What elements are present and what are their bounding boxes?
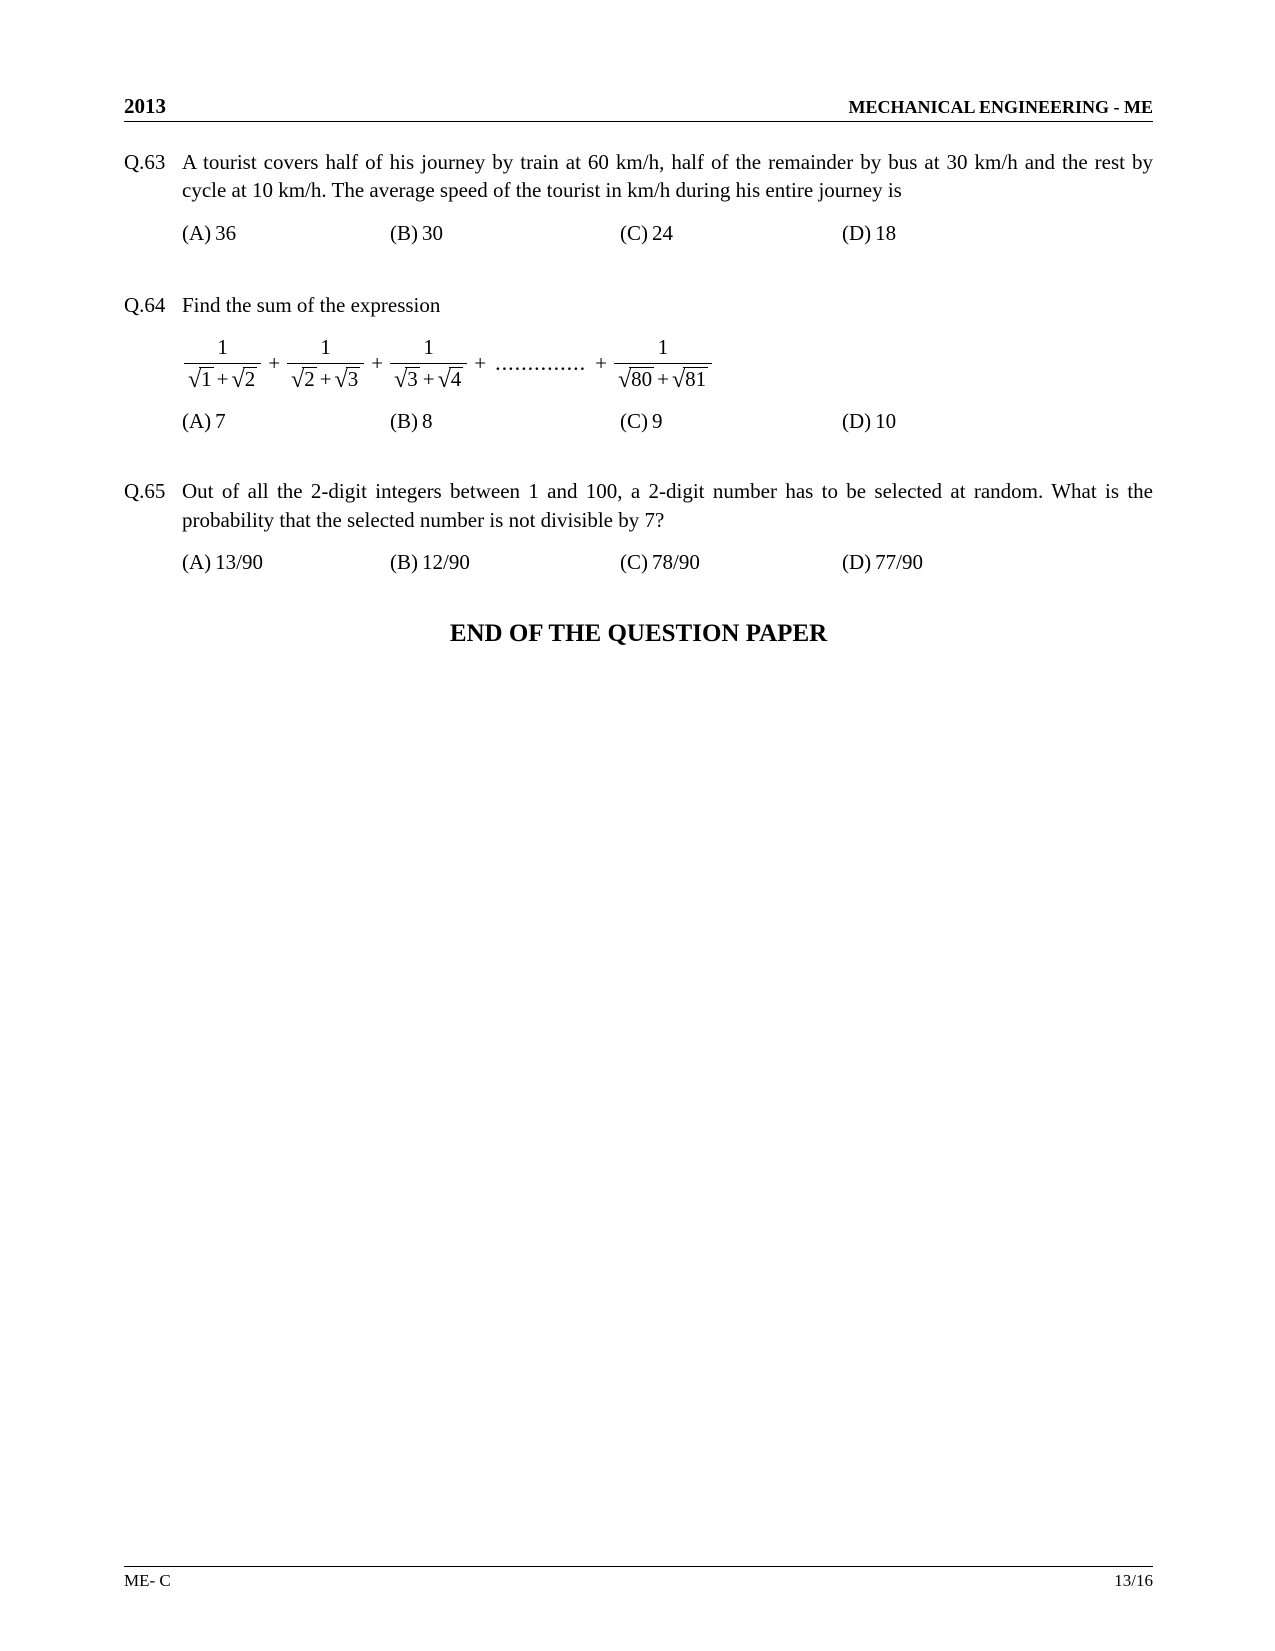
- option-value: 24: [652, 219, 673, 247]
- sqrt-icon: √: [438, 368, 451, 392]
- end-of-paper-banner: END OF THE QUESTION PAPER: [124, 620, 1153, 648]
- fraction-term-n: 1 √80+√81: [614, 333, 712, 393]
- plus-sign: +: [217, 367, 229, 391]
- ellipsis: ..............: [495, 348, 586, 378]
- header-subject: MECHANICAL ENGINEERING - ME: [848, 97, 1153, 118]
- denominator: √80+√81: [614, 363, 712, 393]
- option-c: (C) 78/90: [620, 548, 842, 576]
- plus-sign: +: [423, 367, 435, 391]
- option-label: (B): [390, 407, 418, 435]
- option-a: (A) 36: [182, 219, 390, 247]
- page-footer: ME- C 13/16: [124, 1566, 1153, 1591]
- sqrt-icon: √: [291, 368, 304, 392]
- numerator: 1: [213, 333, 232, 362]
- numerator: 1: [654, 333, 673, 362]
- option-label: (D): [842, 219, 871, 247]
- question-number: Q.63: [124, 148, 182, 247]
- denominator: √2+√3: [287, 363, 364, 393]
- question-options: (A) 36 (B) 30 (C) 24 (D) 18: [182, 219, 1153, 247]
- option-b: (B) 8: [390, 407, 620, 435]
- denominator: √3+√4: [390, 363, 467, 393]
- numerator: 1: [419, 333, 438, 362]
- option-label: (A): [182, 219, 211, 247]
- option-value: 77/90: [875, 548, 923, 576]
- plus-sign: +: [371, 349, 383, 377]
- sqrt-icon: √: [188, 368, 201, 392]
- option-value: 7: [215, 407, 226, 435]
- option-label: (C): [620, 219, 648, 247]
- option-label: (B): [390, 548, 418, 576]
- fraction-term-3: 1 √3+√4: [390, 333, 467, 393]
- option-value: 78/90: [652, 548, 700, 576]
- option-label: (D): [842, 407, 871, 435]
- sqrt-arg: 1: [199, 367, 214, 391]
- footer-right: 13/16: [1114, 1571, 1153, 1591]
- option-label: (B): [390, 219, 418, 247]
- option-d: (D) 10: [842, 407, 896, 435]
- option-label: (A): [182, 407, 211, 435]
- question-number: Q.64: [124, 291, 182, 435]
- plus-sign: +: [268, 349, 280, 377]
- sqrt-icon: √: [618, 368, 631, 392]
- sqrt-icon: √: [335, 368, 348, 392]
- sqrt-arg: 81: [683, 367, 708, 391]
- footer-left: ME- C: [124, 1571, 171, 1591]
- question-options: (A) 13/90 (B) 12/90 (C) 78/90 (D) 77/90: [182, 548, 1153, 576]
- page-header: 2013 MECHANICAL ENGINEERING - ME: [124, 94, 1153, 122]
- fraction-term-2: 1 √2+√3: [287, 333, 364, 393]
- question-number: Q.65: [124, 477, 182, 576]
- option-a: (A) 13/90: [182, 548, 390, 576]
- option-value: 36: [215, 219, 236, 247]
- option-value: 30: [422, 219, 443, 247]
- sqrt-arg: 3: [405, 367, 420, 391]
- sqrt-icon: √: [394, 368, 407, 392]
- question-64: Q.64 Find the sum of the expression 1 √1…: [124, 291, 1153, 435]
- option-b: (B) 12/90: [390, 548, 620, 576]
- question-text: Out of all the 2-digit integers between …: [182, 477, 1153, 534]
- option-c: (C) 9: [620, 407, 842, 435]
- sqrt-arg: 80: [629, 367, 654, 391]
- option-c: (C) 24: [620, 219, 842, 247]
- sqrt-arg: 2: [302, 367, 317, 391]
- plus-sign: +: [320, 367, 332, 391]
- question-65: Q.65 Out of all the 2-digit integers bet…: [124, 477, 1153, 576]
- option-a: (A) 7: [182, 407, 390, 435]
- plus-sign: +: [657, 367, 669, 391]
- option-label: (D): [842, 548, 871, 576]
- option-label: (A): [182, 548, 211, 576]
- option-b: (B) 30: [390, 219, 620, 247]
- numerator: 1: [316, 333, 335, 362]
- math-expression: 1 √1+√2 + 1 √2+√3 + 1 √3+√4: [182, 333, 1153, 393]
- header-year: 2013: [124, 94, 166, 119]
- option-value: 8: [422, 407, 433, 435]
- option-value: 9: [652, 407, 663, 435]
- plus-sign: +: [474, 349, 486, 377]
- fraction-term-1: 1 √1+√2: [184, 333, 261, 393]
- sqrt-icon: √: [672, 368, 685, 392]
- option-value: 12/90: [422, 548, 470, 576]
- denominator: √1+√2: [184, 363, 261, 393]
- option-d: (D) 18: [842, 219, 896, 247]
- question-63: Q.63 A tourist covers half of his journe…: [124, 148, 1153, 247]
- question-options: (A) 7 (B) 8 (C) 9 (D) 10: [182, 407, 1153, 435]
- option-label: (C): [620, 548, 648, 576]
- sqrt-icon: √: [232, 368, 245, 392]
- option-value: 10: [875, 407, 896, 435]
- option-d: (D) 77/90: [842, 548, 923, 576]
- option-value: 18: [875, 219, 896, 247]
- option-label: (C): [620, 407, 648, 435]
- option-value: 13/90: [215, 548, 263, 576]
- question-text: A tourist covers half of his journey by …: [182, 148, 1153, 205]
- question-text: Find the sum of the expression: [182, 291, 1153, 319]
- plus-sign: +: [595, 349, 607, 377]
